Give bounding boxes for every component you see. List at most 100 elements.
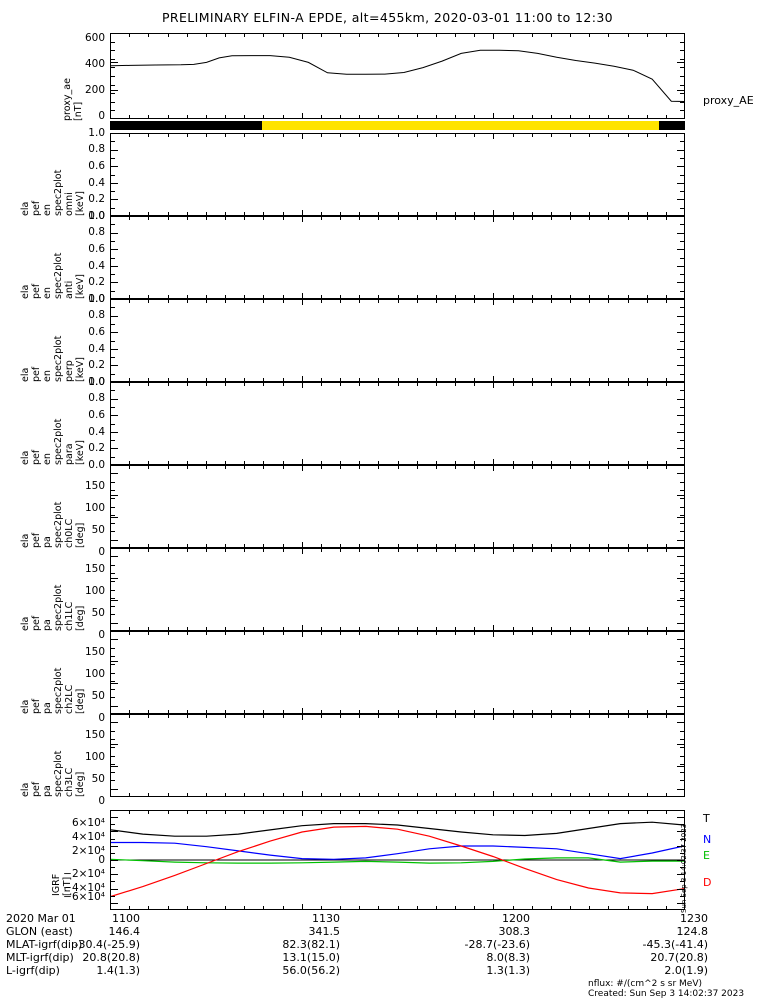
tick-mark bbox=[111, 110, 115, 112]
tick-mark bbox=[186, 461, 188, 464]
tick-mark bbox=[646, 212, 648, 215]
ytick: 0.2 bbox=[88, 442, 105, 454]
tick-mark bbox=[301, 542, 303, 547]
tick-mark bbox=[493, 293, 495, 298]
tick-mark bbox=[111, 738, 115, 740]
tick-mark bbox=[416, 115, 418, 118]
tick-mark bbox=[512, 34, 514, 37]
tick-mark bbox=[359, 383, 361, 386]
tick-mark bbox=[550, 715, 552, 718]
footer-time: 1130 bbox=[312, 912, 340, 925]
tick-mark bbox=[111, 191, 115, 193]
tick-mark bbox=[378, 627, 380, 630]
tick-mark bbox=[225, 811, 226, 814]
tick-mark bbox=[205, 710, 207, 713]
tick-mark bbox=[646, 632, 648, 635]
tick-mark bbox=[378, 295, 380, 298]
tick-mark bbox=[397, 383, 399, 386]
tick-mark bbox=[111, 531, 115, 533]
tick-mark bbox=[684, 708, 685, 713]
tick-mark bbox=[680, 101, 684, 103]
tick-mark bbox=[111, 373, 115, 375]
tick-mark bbox=[244, 383, 246, 386]
footer-row-label-mlt: MLT-igrf(dip) bbox=[6, 951, 74, 964]
tick-mark bbox=[340, 461, 341, 464]
tick-mark bbox=[531, 549, 533, 552]
tick-mark bbox=[680, 257, 684, 259]
tick-mark bbox=[680, 381, 684, 382]
tick-mark bbox=[111, 548, 115, 549]
tick-mark bbox=[680, 796, 684, 797]
tick-mark bbox=[244, 544, 246, 547]
tick-mark bbox=[684, 34, 685, 39]
tick-mark bbox=[550, 295, 552, 298]
tick-mark bbox=[397, 466, 399, 469]
tick-mark bbox=[225, 115, 226, 118]
tick-mark bbox=[110, 293, 111, 298]
tick-mark bbox=[455, 34, 456, 37]
tick-mark bbox=[225, 134, 226, 137]
tick-mark bbox=[111, 307, 115, 309]
tick-mark bbox=[111, 867, 115, 869]
tick-mark bbox=[680, 224, 684, 226]
tick-mark bbox=[455, 627, 456, 630]
tick-mark bbox=[111, 199, 115, 201]
tick-mark bbox=[167, 115, 169, 118]
tick-mark bbox=[677, 577, 684, 579]
tick-mark bbox=[627, 212, 629, 215]
tick-mark bbox=[680, 464, 684, 465]
tick-mark bbox=[167, 544, 169, 547]
tick-mark bbox=[263, 710, 265, 713]
tick-mark bbox=[680, 817, 684, 819]
tick-mark bbox=[244, 378, 246, 381]
tick-mark bbox=[111, 517, 118, 519]
tick-mark bbox=[111, 365, 115, 367]
tick-mark bbox=[570, 134, 571, 137]
tick-mark bbox=[129, 217, 131, 220]
tick-mark bbox=[359, 811, 361, 814]
tick-mark bbox=[110, 217, 111, 222]
tick-mark bbox=[111, 614, 115, 616]
tick-mark bbox=[680, 141, 684, 143]
tick-mark bbox=[282, 793, 284, 796]
tick-mark bbox=[129, 549, 131, 552]
tick-mark bbox=[397, 295, 399, 298]
tick-mark bbox=[244, 710, 246, 713]
page-title: PRELIMINARY ELFIN-A EPDE, alt=455km, 202… bbox=[161, 10, 614, 25]
tick-mark bbox=[167, 295, 169, 298]
footer-glon: 341.5 bbox=[308, 925, 341, 938]
tick-mark bbox=[455, 793, 456, 796]
ytick: 0.8 bbox=[88, 143, 105, 155]
tick-mark bbox=[111, 697, 115, 699]
tick-mark bbox=[416, 34, 418, 37]
tick-mark bbox=[320, 632, 322, 635]
tick-mark bbox=[677, 743, 684, 745]
tick-mark bbox=[378, 715, 380, 718]
tick-mark bbox=[570, 212, 571, 215]
tick-mark bbox=[680, 895, 684, 897]
tick-mark bbox=[340, 295, 341, 298]
tick-mark bbox=[474, 212, 476, 215]
tick-mark bbox=[531, 295, 533, 298]
tick-mark bbox=[680, 539, 684, 541]
tick-mark bbox=[665, 383, 667, 386]
tick-mark bbox=[608, 300, 610, 303]
tick-mark bbox=[531, 115, 533, 118]
tick-mark bbox=[111, 597, 115, 599]
tick-mark bbox=[435, 300, 437, 303]
tick-mark bbox=[608, 34, 610, 37]
tick-mark bbox=[378, 378, 380, 381]
tick-mark bbox=[282, 627, 284, 630]
tick-mark bbox=[263, 627, 265, 630]
tick-mark bbox=[244, 906, 246, 909]
tick-mark bbox=[474, 300, 476, 303]
tick-mark bbox=[627, 34, 629, 37]
tick-mark bbox=[589, 793, 591, 796]
tick-mark bbox=[589, 212, 591, 215]
tick-mark bbox=[205, 134, 207, 137]
tick-mark bbox=[340, 134, 341, 137]
tick-mark bbox=[416, 217, 418, 220]
tick-mark bbox=[680, 902, 684, 904]
tick-mark bbox=[263, 295, 265, 298]
tick-mark bbox=[148, 295, 150, 298]
